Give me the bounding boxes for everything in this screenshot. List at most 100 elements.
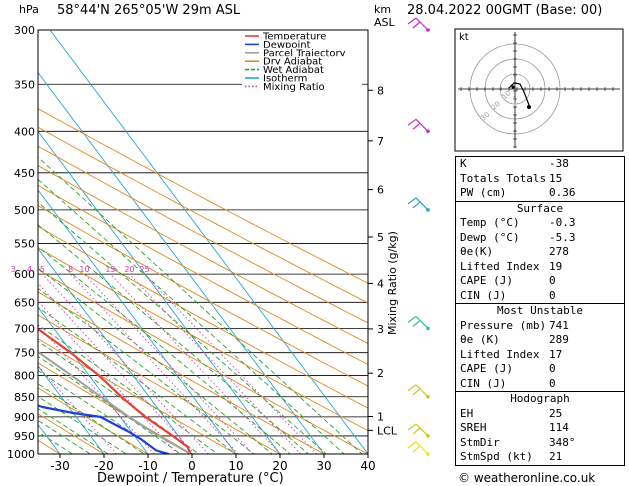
most-unstable-label: Pressure (mb) [460,318,547,332]
dry-adiabat-line [38,247,368,432]
surface-label: θe(K) [460,245,494,258]
wind-barb [407,315,430,331]
most-unstable-section-title: Most Unstable [456,303,624,319]
dry-adiabat-line [38,314,281,454]
surface-value: 0 [549,288,556,302]
wet-adiabat-line [38,408,109,454]
hodograph-ring-label: 10 [501,89,513,101]
wet-adiabat-line [38,419,92,454]
mixing-ratio-line [110,273,281,454]
wet-adiabat-line [38,156,363,454]
wet-adiabat-line [38,267,273,454]
mixing-ratio-line [84,273,254,454]
mixing-ratio-tick-label: 8 [68,265,73,274]
hodograph-stat-row: StmDir 348° [456,436,624,451]
hodograph-stat-value: 21 [549,450,563,463]
most-unstable-value: 17 [549,347,563,361]
index-row: K -38 [456,157,624,172]
dry-adiabat-line [38,338,237,454]
most-unstable-label: CIN (J) [460,376,507,390]
dry-adiabat-line [38,225,368,409]
wet-adiabat-line [38,369,164,454]
mixing-ratio-line [70,273,239,454]
height-km-label: 1 [377,411,384,424]
hodograph-stat-value: 348° [549,435,576,449]
height-km-label: LCL [377,424,398,437]
wet-adiabat-line [38,395,127,454]
mixing-ratio-tick-label: 5 [40,265,45,274]
hodograph-stat-label: StmSpd (kt) [460,450,533,463]
hodograph-stat-label: StmDir [460,435,500,449]
temperature-tick-label: 40 [360,459,375,473]
wet-adiabat-line [38,324,219,454]
dry-adiabat-line [38,387,149,454]
pressure-tick-label: 900 [14,411,35,424]
pressure-tick-label: 750 [14,347,35,360]
wind-barb [407,118,430,134]
wet-adiabat-line [38,201,327,454]
hodograph-ring-label: 30 [479,110,491,122]
surface-label: CIN (J) [460,288,507,302]
hodograph-section-title: Hodograph [456,391,624,407]
index-label: Totals Totals [460,171,547,185]
hodograph-stat-row: EH 25 [456,407,624,422]
temperature-tick-label: 20 [272,459,287,473]
surface-row: Dewp (°C) -5.3 [456,231,624,246]
index-row: Totals Totals 15 [456,172,624,187]
hodograph-trace [508,82,530,106]
pressure-tick-label: 600 [14,268,35,281]
surface-value: 278 [549,245,569,258]
isotherm-line [38,306,149,454]
km-unit-label: km [374,3,392,16]
mixing-ratio-line [38,325,155,454]
mixing-ratio-axis-label: Mixing Ratio (g/kg) [386,231,399,335]
wet-adiabat-line [38,287,255,454]
wet-adiabat-line [38,306,237,454]
mixing-ratio-tick-label: 20 [124,265,134,274]
height-km-label: 8 [377,84,384,97]
hodograph-stat-row: SREH 114 [456,421,624,436]
wind-barbs [407,17,430,456]
legend-entry: Wet Adiabat [263,65,324,76]
pressure-tick-label: 800 [14,369,35,382]
dewpoint-series-line [38,404,169,454]
legend-entry: Temperature [262,32,326,43]
mixing-ratio-line [38,282,196,454]
pressure-tick-label: 350 [14,78,35,91]
index-label: PW (cm) [460,186,507,199]
mixing-ratio-tick-label: 10 [79,265,89,274]
hodograph-frame [454,28,624,152]
most-unstable-row: Pressure (mb) 741 [456,319,624,334]
surface-label: Temp (°C) [460,216,520,229]
wet-adiabat-line [38,224,309,454]
surface-row: Lifted Index 19 [456,260,624,275]
mixing-ratio-tick-label: 15 [105,265,115,274]
most-unstable-value: 0 [549,376,556,390]
most-unstable-label: Lifted Index [460,347,540,361]
location-title: 58°44'N 265°05'W 29m ASL [57,3,241,18]
dry-adiabat-line [38,413,105,454]
mixing-ratio-line [42,273,209,454]
surface-row: Temp (°C) -0.3 [456,216,624,231]
wet-adiabat-line [38,383,146,454]
isotherm-line [38,365,105,454]
mixing-ratio-line [129,273,302,454]
wind-barb [407,423,430,438]
height-km-label: 6 [377,184,384,197]
temperature-series-line [38,327,192,454]
asl-unit-label: ASL [374,16,395,29]
mixing-ratio-line [38,300,178,454]
pressure-tick-label: 950 [14,430,35,443]
pressure-tick-label: 400 [14,125,35,138]
hodograph-stat-value: 114 [549,421,569,434]
pressure-tick-label: 1000 [7,448,35,461]
temperature-tick-label: 30 [316,459,331,473]
wind-barb [407,17,430,32]
dry-adiabat-line [38,145,368,324]
legend-entry: Mixing Ratio [263,82,325,93]
mixing-ratio-line [38,365,117,454]
